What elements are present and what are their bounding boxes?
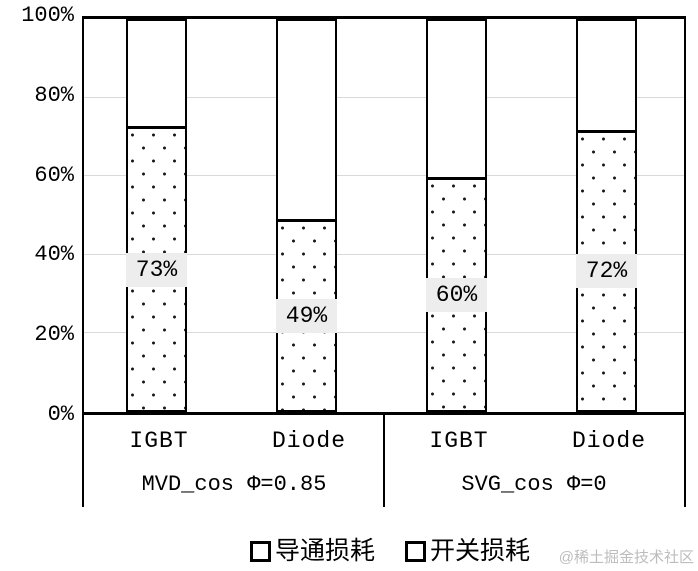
bar-fill-conduction: 60% [426,176,487,410]
group-label: MVD_cos Φ=0.85 [141,472,327,497]
y-axis-tick-label: 40% [34,242,74,267]
legend-swatch-switching-icon [405,540,427,562]
watermark: @稀土掘金技术社区 [558,549,694,566]
y-axis-tick-label: 20% [34,322,74,347]
bar-value-label: 60% [426,277,487,312]
legend-item-switching: 开关损耗 [405,536,530,566]
legend: 导通损耗 开关损耗 [250,536,530,566]
bar-fill-conduction: 49% [276,219,337,410]
legend-swatch-conduction-icon [250,540,271,562]
y-axis-tick-label: 80% [34,83,74,108]
group-label-row: MVD_cos Φ=0.85 SVG_cos Φ=0 [84,465,684,505]
bar-fill-conduction: 73% [126,126,187,410]
bar: 49% [276,19,337,412]
y-axis-tick-label: 60% [34,163,74,188]
category-label: IGBT [429,428,489,454]
y-axis-tick-label: 100% [21,3,74,28]
legend-label: 开关损耗 [430,537,531,565]
gridline-20 [84,332,684,334]
group-label: SVG_cos Φ=0 [461,472,607,497]
bar-value-label: 73% [126,252,187,287]
bar-fill-conduction: 72% [576,129,637,410]
y-axis-tick-label: 0% [47,402,74,427]
legend-label: 导通损耗 [275,537,376,565]
gridline-80 [84,96,684,98]
gridline-60 [84,175,684,177]
category-axis-area: IGBT Diode IGBT Diode MVD_cos Φ=0.85 SVG… [82,415,686,507]
legend-item-conduction: 导通损耗 [250,536,375,566]
bar: 60% [426,19,487,412]
plot-area: 73% 49% 60% 72% [82,16,686,415]
group-separator-line [383,415,385,507]
gridline-40 [84,253,684,255]
bar: 72% [576,19,637,412]
category-label: IGBT [129,428,189,454]
category-label: Diode [571,428,646,454]
bar: 73% [126,19,187,412]
bar-value-label: 72% [576,254,637,289]
category-label: Diode [271,428,346,454]
category-label-row: IGBT Diode IGBT Diode [84,421,684,461]
bar-value-label: 49% [276,299,337,334]
